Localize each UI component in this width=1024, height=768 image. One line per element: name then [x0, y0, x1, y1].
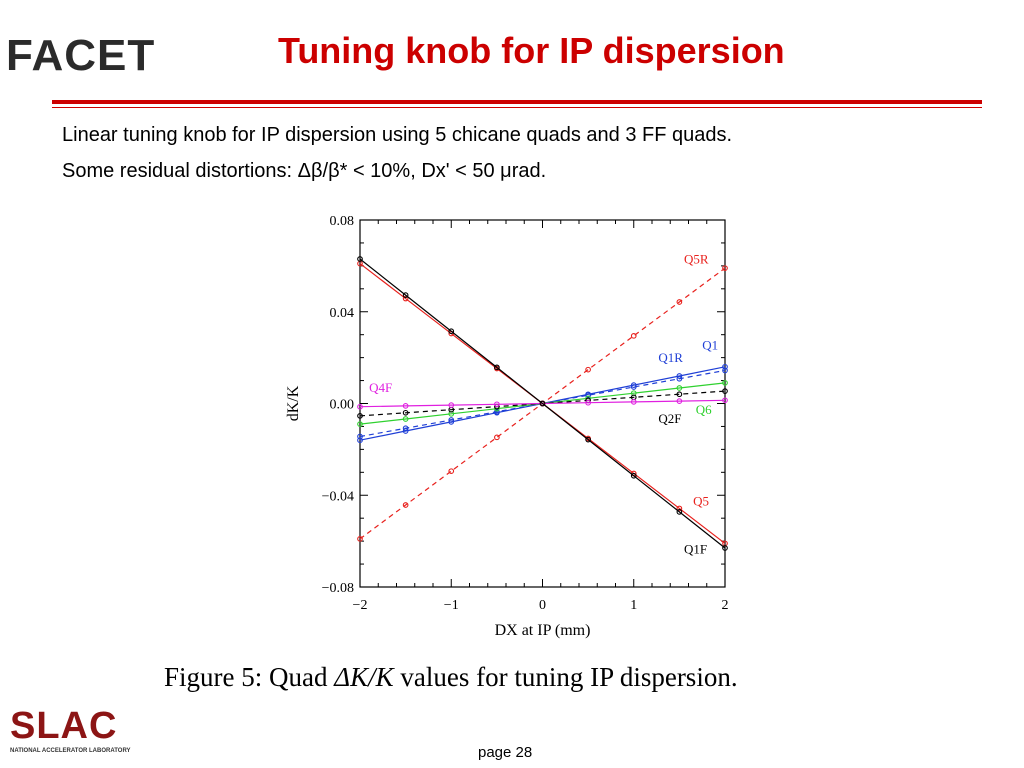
data-point-q2f — [357, 413, 363, 419]
data-point-q5r — [494, 434, 500, 441]
header-divider — [52, 100, 982, 104]
data-point-q6 — [402, 416, 409, 422]
data-point-q6 — [357, 421, 363, 427]
header-divider-thin — [52, 107, 982, 108]
data-point-q1f — [448, 328, 455, 335]
description-line-2: Some residual distortions: Δβ/β* < 10%, … — [62, 160, 546, 183]
data-point-q1 — [357, 437, 363, 444]
data-point-q5r — [630, 332, 637, 339]
data-point-q4f — [585, 399, 591, 406]
x-tick-label: 0 — [539, 598, 546, 613]
series-line-q1f — [359, 258, 726, 549]
x-tick-label: 1 — [630, 598, 637, 613]
series-label-q1f: Q1F — [684, 542, 707, 557]
x-tick-label: −2 — [353, 598, 368, 613]
data-point-q1f — [539, 400, 546, 407]
slac-logo: SLAC NATIONAL ACCELERATOR LABORATORY — [10, 706, 150, 762]
page-number: page 28 — [478, 744, 533, 761]
data-point-q5r — [585, 366, 591, 373]
line2-suffix: < 10%, Dx' < 50 μrad. — [347, 160, 547, 182]
data-point-q4f — [448, 402, 455, 408]
data-point-q4f — [722, 397, 728, 404]
data-point-q5 — [676, 505, 683, 512]
data-point-q5r — [402, 502, 409, 508]
chart-svg: −2 −1 0 1 2 0.08 0.04 0.00 −0.04 −0.08 DX at IP (m… — [285, 214, 729, 639]
x-axis-label: DX at IP (mm) — [495, 622, 591, 639]
caption-math: ΔK/K — [334, 662, 394, 692]
data-point-q1f — [722, 545, 728, 551]
data-point-q1r — [630, 384, 637, 390]
y-tick-label: −0.08 — [322, 581, 354, 596]
slac-logo-text: SLAC — [10, 705, 118, 747]
data-point-q4f — [676, 398, 683, 404]
series-line-q1r — [359, 369, 726, 438]
caption-prefix: Figure 5: Quad — [164, 662, 335, 692]
caption-suffix: values for tuning IP dispersion. — [393, 662, 738, 692]
x-tick-label: −1 — [444, 598, 459, 613]
data-point-q1 — [722, 363, 728, 370]
data-point-q1r — [722, 367, 728, 374]
data-point-q5r — [722, 265, 728, 272]
data-point-q2f — [722, 388, 728, 394]
data-point-q1r — [494, 408, 500, 415]
y-axis-label: dK/K — [285, 385, 302, 421]
data-point-q1r — [357, 433, 363, 440]
facet-logo-text: FACET — [6, 31, 156, 80]
data-point-q1f — [676, 509, 683, 515]
data-point-q1r — [448, 417, 455, 423]
data-point-q1r — [585, 392, 591, 399]
y-tick-label: 0.08 — [330, 214, 355, 229]
facet-logo: FACET — [6, 32, 186, 80]
series-label-q1: Q1 — [702, 338, 718, 353]
series-label-q2f: Q2F — [658, 411, 681, 426]
data-point-q1f — [585, 436, 591, 443]
data-point-q5r — [357, 535, 363, 542]
series-label-q6: Q6 — [696, 402, 712, 417]
series-label-q1r: Q1R — [658, 350, 683, 365]
slac-logo-subtitle: NATIONAL ACCELERATOR LABORATORY — [10, 748, 131, 754]
data-point-q1r — [676, 375, 683, 382]
data-point-q1f — [357, 256, 363, 262]
data-point-q6 — [676, 385, 683, 391]
data-point-q4f — [630, 399, 637, 405]
data-point-q4f — [357, 403, 363, 410]
line2-symbols: Δβ/β* — [297, 160, 348, 182]
data-point-q2f — [676, 391, 683, 398]
data-point-q6 — [722, 380, 728, 386]
series-label-q4f: Q4F — [369, 380, 392, 395]
description-line-1: Linear tuning knob for IP dispersion usi… — [62, 124, 733, 146]
data-point-q1 — [630, 382, 637, 388]
data-point-q4f — [494, 401, 500, 408]
data-point-q4f — [402, 403, 409, 409]
y-tick-label: 0.04 — [330, 306, 355, 321]
data-point-q1f — [402, 292, 409, 298]
y-tick-label: −0.04 — [322, 489, 354, 504]
dispersion-chart: −2 −1 0 1 2 0.08 0.04 0.00 −0.04 −0.08 DX at IP (m… — [270, 205, 760, 645]
data-point-q1f — [630, 472, 637, 479]
figure-caption: Figure 5: Quad ΔK/K values for tuning IP… — [164, 662, 738, 693]
data-point-q1r — [402, 425, 409, 432]
series-label-q5r: Q5R — [684, 252, 709, 267]
data-point-q2f — [402, 409, 409, 416]
data-point-q5r — [676, 299, 683, 305]
page-title: Tuning knob for IP dispersion — [278, 30, 785, 71]
series-label-q5: Q5 — [693, 494, 709, 509]
line2-prefix: Some residual distortions: — [62, 160, 298, 182]
x-tick-label: 2 — [722, 598, 729, 613]
data-point-q5r — [448, 468, 455, 475]
data-point-q1f — [494, 364, 500, 371]
data-point-q5 — [402, 295, 409, 302]
y-tick-label: 0.00 — [330, 398, 355, 413]
